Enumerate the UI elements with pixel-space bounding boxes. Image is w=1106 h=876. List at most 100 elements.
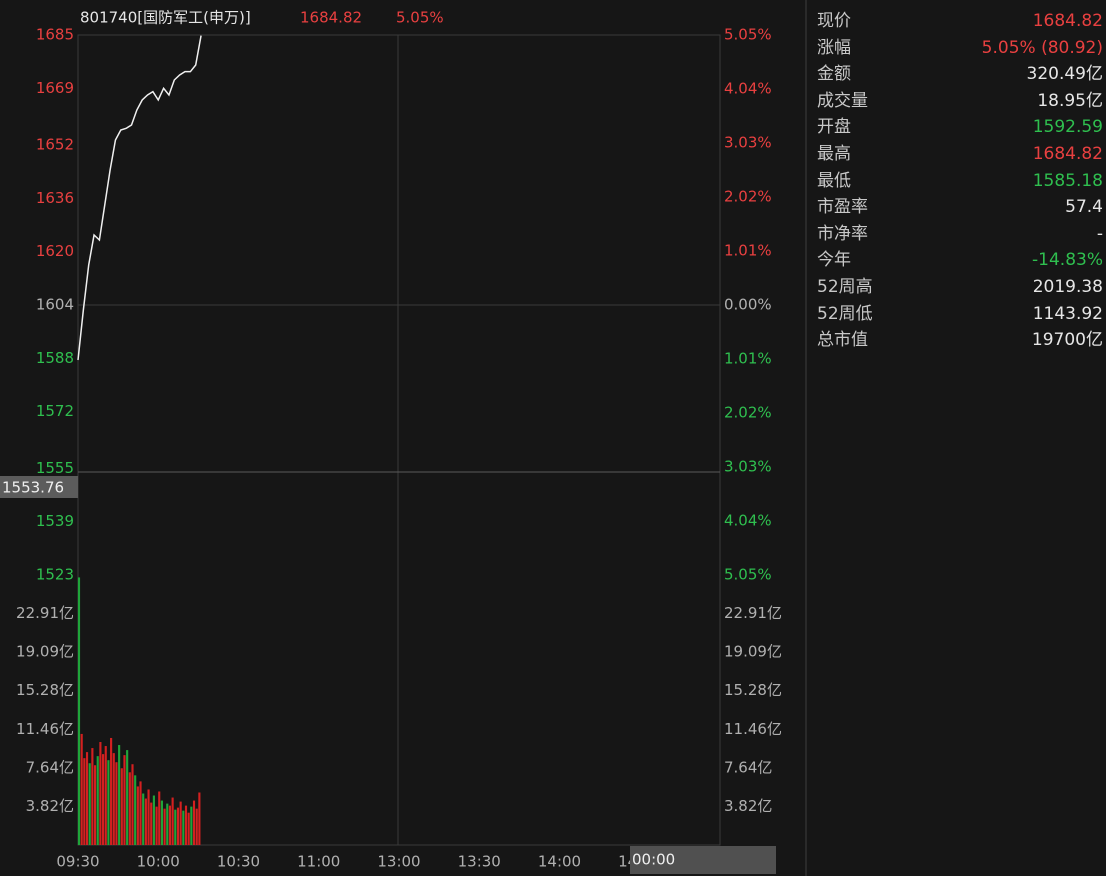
x-tick-label: 09:30	[56, 853, 99, 871]
quote-row: 总市值 19700亿	[817, 327, 1103, 353]
volume-tick-label: 11.46亿	[16, 720, 74, 738]
quote-label: 金额	[817, 64, 851, 85]
quote-label: 总市值	[817, 330, 868, 351]
y-tick-label: 1620	[36, 242, 74, 260]
quote-value: 1592.59	[1032, 117, 1103, 138]
quote-label: 最高	[817, 144, 851, 164]
y2-tick-label: 1.01%	[724, 242, 772, 260]
y-tick-label: 1523	[36, 566, 74, 584]
quote-value: -	[1096, 223, 1103, 244]
quote-value: 320.49亿	[1026, 64, 1103, 85]
quote-label: 52周高	[817, 277, 873, 297]
volume-bar	[195, 808, 198, 845]
plot-frame	[77, 34, 721, 846]
y2-tick-label: 4.04%	[724, 512, 772, 530]
y-tick-label: 1572	[36, 402, 74, 420]
quote-label: 今年	[817, 250, 851, 271]
volume-bar	[150, 802, 153, 845]
quote-label: 市净率	[817, 223, 868, 244]
volume-bar	[118, 745, 121, 845]
volume-tick-label-right: 15.28亿	[724, 681, 782, 699]
y-tick-label: 1685	[36, 26, 74, 44]
volume-tick-label-right: 11.46亿	[724, 720, 782, 738]
x-tick-label: 10:30	[217, 853, 260, 871]
volume-bar	[128, 772, 131, 845]
quote-row: 金额 320.49亿	[817, 61, 1103, 87]
volume-bar	[168, 805, 172, 845]
quote-label: 成交量	[817, 90, 868, 111]
volume-bar	[136, 786, 139, 845]
volume-bar	[80, 733, 83, 845]
volume-bar	[142, 793, 145, 845]
volume-bar	[176, 807, 180, 845]
y-tick-label: 1652	[36, 136, 74, 154]
volume-bar	[166, 803, 169, 845]
x-tick-label: 13:30	[458, 853, 501, 871]
volume-bar	[99, 742, 102, 845]
volume-bar	[171, 797, 174, 845]
volume-bar	[96, 756, 99, 845]
quote-row: 成交量 18.95亿	[817, 88, 1103, 114]
quote-label: 涨幅	[817, 37, 851, 58]
volume-bar	[134, 775, 137, 845]
x-tick-label: 13:00	[377, 853, 420, 871]
volume-bar	[192, 800, 196, 845]
volume-bar	[112, 753, 115, 845]
price-line	[77, 35, 202, 361]
volume-bar	[198, 792, 201, 845]
volume-bar	[131, 764, 134, 845]
crosshair-x-box	[630, 846, 776, 874]
volume-bar	[184, 805, 188, 845]
quote-row: 市净率 -	[817, 221, 1103, 247]
volume-bar	[160, 800, 163, 845]
x-tick-label: 11:00	[297, 853, 340, 871]
volume-bar	[83, 758, 86, 845]
volume-bar	[144, 798, 147, 845]
volume-bar	[77, 577, 81, 845]
y-tick-label: 1604	[36, 296, 74, 314]
quote-value: 5.05% (80.92)	[981, 37, 1103, 58]
last-price: 1684.82	[300, 9, 362, 27]
volume-bar	[93, 765, 97, 845]
volume-bar	[155, 806, 158, 845]
quote-row: 52周高 2019.38	[817, 274, 1103, 300]
crosshair-y-label: 1553.76	[2, 479, 64, 497]
volume-tick-label-right: 7.64亿	[724, 758, 772, 776]
volume-bar	[187, 812, 190, 845]
last-change: 5.05%	[396, 9, 444, 27]
quote-value: 2019.38	[1032, 277, 1103, 297]
volume-bar	[179, 801, 182, 845]
chart-title: 801740[国防军工(申万)]	[80, 9, 251, 27]
volume-bar	[91, 748, 94, 845]
y-tick-label: 1669	[36, 79, 74, 97]
volume-tick-label-right: 3.82亿	[724, 797, 772, 815]
y-tick-label: 1539	[36, 512, 74, 530]
quote-label: 市盈率	[817, 197, 868, 218]
volume-bar	[147, 789, 150, 845]
quote-value: -14.83%	[1032, 250, 1103, 271]
volume-bar	[174, 809, 177, 845]
quote-row: 现价 1684.82	[817, 8, 1103, 34]
volume-tick-label: 3.82亿	[26, 797, 74, 815]
volume-tick-label: 7.64亿	[26, 758, 74, 776]
quote-row: 今年 -14.83%	[817, 247, 1103, 273]
quote-label: 52周低	[817, 303, 873, 324]
volume-bar	[85, 752, 89, 845]
y-tick-label: 1636	[36, 189, 74, 207]
x-tick-label: 10:00	[137, 853, 180, 871]
y2-tick-label: 0.00%	[724, 296, 772, 314]
quote-value: 57.4	[1065, 197, 1103, 218]
volume-bar	[88, 763, 91, 845]
quote-value: 1684.82	[1032, 11, 1103, 31]
volume-bar	[120, 768, 123, 845]
y2-tick-label: 1.01%	[724, 350, 772, 368]
volume-bar	[107, 760, 110, 845]
quote-row: 最高 1684.82	[817, 141, 1103, 167]
quote-row: 最低 1585.18	[817, 168, 1103, 194]
y-tick-label: 1588	[36, 349, 74, 367]
y2-tick-label: 3.03%	[724, 134, 772, 152]
y2-tick-label: 5.05%	[724, 26, 772, 44]
quote-label: 最低	[817, 170, 851, 191]
volume-tick-label: 22.91亿	[16, 604, 74, 622]
